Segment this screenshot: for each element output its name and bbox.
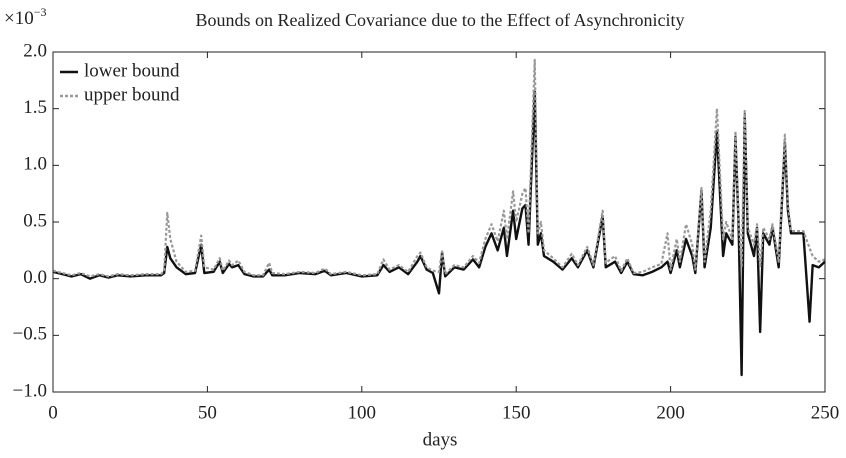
y-tick-label: 1.5	[23, 97, 47, 118]
x-tick-label: 200	[656, 402, 685, 423]
x-tick-label: 100	[348, 402, 377, 423]
y-tick-label: 0.5	[23, 210, 47, 231]
x-tick-label: 0	[48, 402, 58, 423]
chart-title: Bounds on Realized Covariance due to the…	[195, 10, 684, 30]
x-tick-label: 250	[811, 402, 840, 423]
x-tick-label: 150	[502, 402, 531, 423]
y-offset-exponent: −3	[34, 5, 47, 19]
y-tick-label: −1.0	[13, 380, 47, 401]
y-tick-label: 1.0	[23, 154, 47, 175]
y-tick-label: 2.0	[23, 40, 47, 61]
plot-frame	[52, 51, 826, 393]
y-tick-label: −0.5	[13, 324, 47, 345]
series-line	[52, 90, 826, 377]
x-tick-label: 50	[198, 402, 217, 423]
series-line	[52, 58, 826, 278]
legend-label: lower bound	[84, 60, 180, 81]
y-offset-base: ×10	[4, 8, 34, 29]
y-offset: ×10−3	[4, 5, 47, 30]
legend-label: upper bound	[84, 84, 180, 105]
y-tick-label: 0.0	[23, 267, 47, 288]
x-axis-label: days	[423, 429, 458, 450]
